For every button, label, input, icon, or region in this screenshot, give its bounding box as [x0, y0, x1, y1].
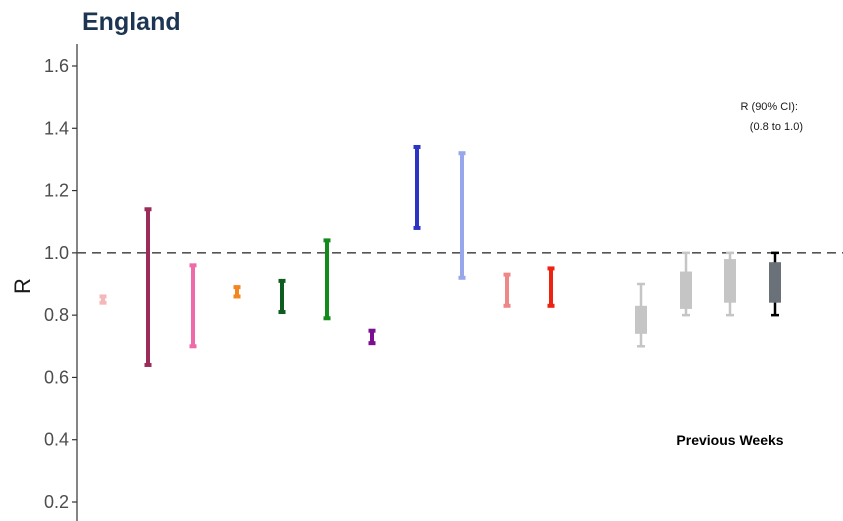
interval-15-box: [769, 262, 781, 303]
interval-10: [503, 272, 511, 308]
y-tick-label-3: 0.8: [44, 305, 69, 325]
y-tick-label-0: 0.2: [44, 492, 69, 512]
interval-12: [635, 282, 647, 348]
intervals: [99, 144, 781, 367]
y-tick-label-1: 0.4: [44, 430, 69, 450]
interval-15: [769, 251, 781, 317]
y-tick-label-2: 0.6: [44, 367, 69, 387]
interval-5: [278, 278, 286, 315]
interval-4: [233, 285, 241, 299]
y-axis: 0.2 0.4 0.6 0.8 1.0 1.2 1.4 1.6: [44, 44, 78, 521]
interval-13-box: [680, 271, 692, 309]
chart-title: England: [82, 8, 181, 36]
interval-8: [413, 144, 421, 230]
ci-annotation-line-2: (0.8 to 1.0): [750, 121, 803, 133]
interval-2: [144, 207, 152, 367]
previous-weeks-label: Previous Weeks: [676, 432, 783, 448]
interval-14-box: [724, 259, 736, 303]
ci-annotation-line-1: R (90% CI):: [741, 101, 798, 113]
y-axis-title: R: [10, 278, 35, 294]
y-tick-label-4: 1.0: [44, 243, 69, 263]
interval-1: [99, 294, 107, 305]
y-tick-label-7: 1.6: [44, 56, 69, 76]
interval-6: [323, 238, 331, 321]
interval-13: [680, 251, 692, 317]
interval-7: [368, 328, 376, 346]
interval-14: [724, 251, 736, 317]
interval-9: [458, 151, 466, 280]
interval-11: [547, 266, 555, 308]
y-tick-label-6: 1.4: [44, 118, 69, 138]
interval-3: [189, 263, 197, 349]
y-tick-label-5: 1.2: [44, 181, 69, 201]
interval-12-box: [635, 305, 647, 334]
